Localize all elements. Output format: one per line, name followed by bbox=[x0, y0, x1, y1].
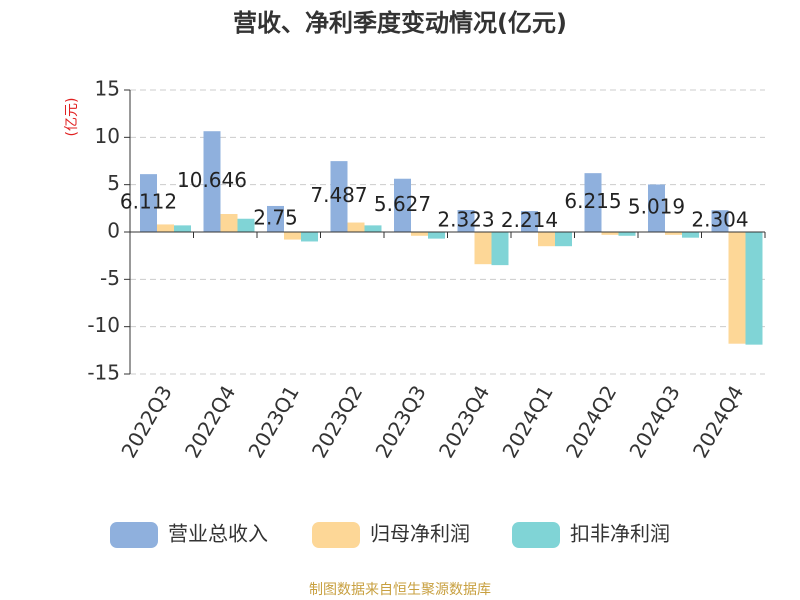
x-tick-label: 2024Q4 bbox=[688, 381, 748, 462]
bar bbox=[411, 232, 428, 236]
y-axis-label: (亿元) bbox=[64, 98, 80, 137]
bar bbox=[347, 222, 365, 232]
legend-swatch bbox=[312, 522, 360, 548]
bar bbox=[157, 224, 174, 232]
x-tick-label: 2023Q1 bbox=[243, 381, 303, 462]
y-tick-label: -5 bbox=[100, 266, 120, 290]
bar bbox=[711, 210, 729, 232]
bar bbox=[267, 205, 284, 232]
bar bbox=[394, 178, 411, 232]
legend-label: 归母净利润 bbox=[370, 522, 470, 546]
bar bbox=[745, 232, 763, 345]
data-label: 6.112 bbox=[120, 190, 177, 214]
data-label: 5.019 bbox=[628, 195, 685, 219]
data-label: 6.215 bbox=[564, 189, 621, 213]
data-label: 2.75 bbox=[253, 205, 298, 229]
bar bbox=[728, 232, 746, 344]
x-tick-label: 2024Q1 bbox=[497, 381, 557, 462]
data-label: 10.646 bbox=[177, 168, 247, 192]
bar bbox=[237, 218, 255, 232]
bar bbox=[648, 184, 665, 232]
bar bbox=[330, 161, 348, 232]
bar bbox=[521, 211, 538, 232]
bar bbox=[174, 225, 191, 232]
bar bbox=[682, 232, 699, 238]
y-tick-label: -10 bbox=[87, 313, 120, 337]
bar bbox=[665, 232, 682, 235]
x-tick-label: 2024Q2 bbox=[561, 381, 621, 462]
data-label: 2.304 bbox=[691, 208, 748, 232]
bar bbox=[474, 232, 492, 265]
x-tick-label: 2023Q3 bbox=[370, 381, 430, 462]
legend-label: 营业总收入 bbox=[168, 522, 268, 546]
bar bbox=[601, 232, 619, 235]
bar bbox=[284, 232, 301, 240]
data-label: 7.487 bbox=[310, 183, 367, 207]
y-tick-label: 10 bbox=[95, 124, 120, 148]
y-tick-label: 5 bbox=[107, 171, 120, 195]
bar bbox=[301, 232, 318, 242]
chart-title: 营收、净利季度变动情况(亿元) bbox=[233, 9, 567, 37]
x-tick-label: 2024Q3 bbox=[624, 381, 684, 462]
bar bbox=[491, 232, 509, 266]
bar bbox=[555, 232, 572, 247]
bar bbox=[618, 232, 636, 236]
bar bbox=[203, 131, 221, 232]
x-tick-label: 2023Q4 bbox=[434, 381, 494, 462]
x-tick-label: 2022Q3 bbox=[116, 381, 176, 462]
bar bbox=[457, 210, 475, 232]
bar bbox=[584, 173, 602, 232]
x-tick-label: 2022Q4 bbox=[180, 381, 240, 462]
legend-swatch bbox=[110, 522, 158, 548]
bar bbox=[140, 174, 157, 232]
data-label: 2.214 bbox=[501, 208, 558, 232]
source-note: 制图数据来自恒生聚源数据库 bbox=[309, 582, 491, 598]
legend-label: 扣非净利润 bbox=[570, 522, 670, 546]
x-tick-label: 2023Q2 bbox=[307, 381, 367, 462]
y-tick-label: 15 bbox=[95, 77, 120, 101]
data-label: 5.627 bbox=[374, 192, 431, 216]
data-label: 2.323 bbox=[437, 208, 494, 232]
bar bbox=[428, 232, 445, 239]
y-tick-label: 0 bbox=[107, 219, 120, 243]
bar bbox=[538, 232, 555, 247]
y-tick-label: -15 bbox=[87, 361, 120, 385]
bar bbox=[220, 214, 238, 232]
legend-swatch bbox=[512, 522, 560, 548]
bar bbox=[364, 225, 382, 232]
